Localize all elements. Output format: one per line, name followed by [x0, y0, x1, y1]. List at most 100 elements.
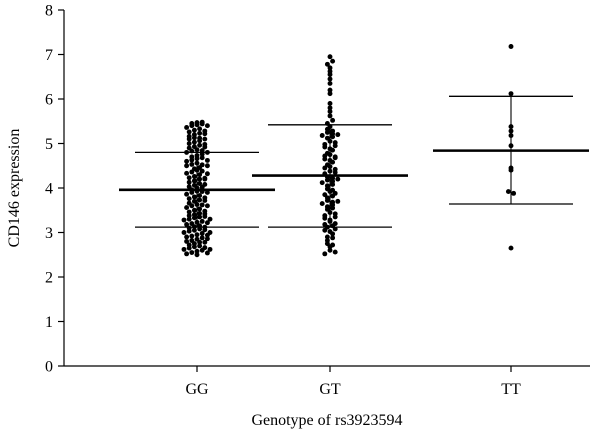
data-point	[332, 226, 338, 232]
data-point	[199, 184, 205, 190]
data-point	[207, 246, 213, 252]
data-point	[194, 167, 200, 173]
data-point	[322, 144, 328, 150]
y-ticks: 0 1 2 3 4 5 6 7 8	[45, 3, 64, 376]
data-point	[322, 165, 328, 171]
data-point	[204, 220, 210, 226]
data-point	[330, 134, 336, 140]
data-point	[197, 181, 203, 186]
data-point	[184, 238, 190, 244]
data-point	[189, 148, 195, 154]
data-point	[181, 217, 187, 223]
data-point	[191, 244, 197, 250]
x-axis-title: Genotype of rs3923594	[251, 412, 402, 429]
data-point	[186, 209, 192, 215]
data-point	[197, 172, 203, 178]
data-point	[184, 149, 190, 155]
data-point	[191, 227, 197, 233]
group-gt	[252, 54, 408, 257]
data-point	[181, 230, 187, 235]
data-point	[184, 125, 190, 130]
y-tick-label: 2	[45, 270, 53, 287]
data-point	[202, 198, 208, 203]
data-point	[327, 138, 333, 144]
data-point	[184, 251, 190, 257]
data-point	[194, 160, 200, 166]
data-point	[189, 161, 195, 167]
data-point	[327, 54, 333, 60]
data-point	[189, 190, 195, 195]
data-point	[186, 175, 192, 181]
data-point	[191, 224, 197, 230]
data-point	[327, 105, 333, 111]
data-point	[327, 210, 333, 215]
data-point	[199, 218, 205, 224]
data-point	[327, 164, 333, 170]
data-point	[332, 155, 338, 161]
data-point	[327, 152, 333, 158]
data-point	[508, 128, 514, 134]
data-point	[181, 246, 187, 252]
data-point	[511, 190, 517, 196]
data-point	[335, 132, 341, 138]
data-point	[335, 198, 341, 204]
data-point	[327, 113, 333, 119]
data-point	[184, 191, 190, 197]
y-axis-title: CD146 expression	[6, 129, 23, 248]
data-point	[505, 189, 511, 195]
data-point	[197, 226, 203, 232]
data-point	[327, 244, 333, 250]
x-category-label: GT	[319, 381, 341, 398]
data-point	[324, 61, 330, 67]
data-point	[186, 141, 192, 146]
data-point	[327, 91, 333, 97]
data-point	[189, 157, 195, 163]
data-point	[332, 143, 338, 149]
data-point	[508, 133, 514, 138]
data-point	[327, 109, 333, 114]
data-point	[327, 76, 333, 82]
data-point	[322, 215, 328, 221]
data-point	[191, 215, 197, 221]
data-point	[184, 170, 190, 176]
data-point	[197, 239, 203, 245]
data-point	[324, 198, 330, 203]
data-point	[330, 58, 336, 64]
data-point	[194, 147, 200, 153]
data-point	[324, 129, 330, 135]
data-point	[327, 247, 333, 253]
data-point	[189, 250, 195, 255]
data-point	[194, 252, 200, 258]
data-point	[191, 173, 197, 179]
data-point	[184, 158, 190, 164]
data-point	[330, 193, 336, 199]
data-point	[204, 236, 210, 242]
data-point	[197, 142, 203, 148]
y-tick-label: 1	[45, 314, 53, 331]
data-point	[202, 144, 208, 150]
y-tick-label: 7	[45, 47, 53, 64]
data-point	[327, 218, 333, 224]
data-point	[197, 214, 203, 220]
data-point	[207, 216, 213, 222]
data-point	[197, 243, 203, 249]
data-point	[184, 222, 190, 227]
data-point	[189, 203, 195, 209]
y-tick-label: 6	[45, 92, 53, 109]
data-point	[322, 156, 328, 162]
data-point	[327, 72, 333, 77]
data-point	[508, 143, 514, 149]
group-gg	[119, 119, 275, 258]
data-point	[322, 251, 328, 257]
data-point	[199, 151, 205, 157]
data-point	[191, 178, 197, 184]
data-point	[199, 247, 205, 253]
data-point	[191, 194, 197, 200]
data-point	[202, 214, 208, 219]
data-point	[508, 91, 514, 97]
group-tt	[433, 44, 589, 251]
data-point	[184, 234, 190, 240]
x-ticks: GG GT TT	[185, 366, 521, 398]
data-point	[335, 176, 341, 182]
data-point	[202, 239, 208, 245]
